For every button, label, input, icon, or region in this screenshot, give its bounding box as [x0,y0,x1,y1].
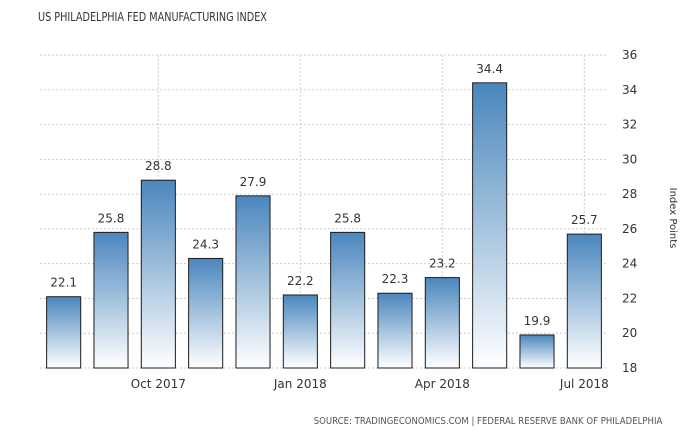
bar-value-label: 22.1 [50,276,77,290]
y-tick-label: 26 [622,222,637,236]
bar-value-label: 23.2 [429,257,456,271]
y-tick-label: 32 [622,118,637,132]
bar-value-label: 28.8 [145,159,172,173]
bar-dec-2017[interactable] [235,195,271,369]
y-tick-label: 24 [622,257,637,271]
bar-value-label: 22.2 [287,274,314,288]
source-credit: SOURCE: TRADINGECONOMICS.COM | FEDERAL R… [313,416,662,427]
bar-may-2018[interactable] [472,82,508,369]
y-tick-label: 30 [622,152,637,166]
bar-value-label: 24.3 [192,237,219,251]
bar-value-label: 25.7 [571,213,598,227]
x-tick-label: Jul 2018 [559,377,609,391]
data-labels: 22.1 25.8 28.8 24.3 27.9 22.2 25.8 22.3 23.2 34.4… [50,62,597,328]
bar-apr-2018[interactable] [424,277,460,369]
x-tick-label: Apr 2018 [415,377,470,391]
bar-feb-2018[interactable] [330,231,366,369]
bar-aug-2017[interactable] [46,296,82,369]
bar-sep-2017[interactable] [93,231,129,369]
bar-value-label: 22.3 [382,272,409,286]
bar-value-label: 34.4 [476,62,503,76]
bar-jun-2018[interactable] [519,334,555,369]
bars [46,82,602,369]
y-tick-label: 20 [622,326,637,340]
bar-nov-2017[interactable] [188,257,224,369]
bar-value-label: 19.9 [524,314,551,328]
bar-mar-2018[interactable] [377,292,413,369]
bar-value-label: 25.8 [98,211,125,225]
x-tick-label: Oct 2017 [131,377,186,391]
bar-oct-2017[interactable] [140,179,176,369]
chart-title: US PHILADELPHIA FED MANUFACTURING INDEX [38,9,267,24]
y-tick-label: 22 [622,291,637,305]
bar-jul-2018[interactable] [566,233,602,369]
y-axis-ticks: 18 20 22 24 26 28 30 32 34 36 [622,48,637,375]
y-tick-label: 36 [622,48,637,62]
x-tick-label: Jan 2018 [273,377,327,391]
bar-jan-2018[interactable] [282,294,318,369]
y-axis-title: Index Points [667,188,678,249]
y-tick-label: 18 [622,361,637,375]
y-tick-label: 34 [622,83,637,97]
y-tick-label: 28 [622,187,637,201]
bar-value-label: 27.9 [240,175,267,189]
x-axis-ticks: Oct 2017 Jan 2018 Apr 2018 Jul 2018 [131,377,609,391]
bar-value-label: 25.8 [334,211,361,225]
